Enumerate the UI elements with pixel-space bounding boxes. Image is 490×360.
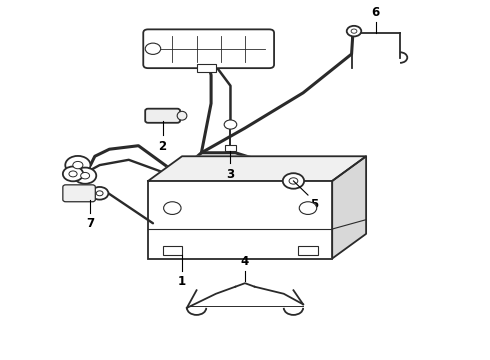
Text: 7: 7 <box>86 217 94 230</box>
Circle shape <box>145 43 161 54</box>
Bar <box>298 246 318 255</box>
Circle shape <box>299 202 317 215</box>
Circle shape <box>63 167 83 181</box>
Text: 4: 4 <box>241 255 249 269</box>
Text: 3: 3 <box>226 168 235 181</box>
Circle shape <box>347 26 361 36</box>
Circle shape <box>164 202 181 215</box>
Polygon shape <box>148 156 366 181</box>
Circle shape <box>283 173 304 189</box>
Ellipse shape <box>177 111 187 120</box>
Circle shape <box>73 161 83 169</box>
FancyBboxPatch shape <box>145 109 180 123</box>
Text: 2: 2 <box>159 140 167 153</box>
Circle shape <box>81 172 90 179</box>
Circle shape <box>91 187 108 200</box>
Circle shape <box>224 120 237 129</box>
Circle shape <box>74 167 96 184</box>
Text: 6: 6 <box>372 6 380 19</box>
Circle shape <box>96 191 103 196</box>
Circle shape <box>69 171 77 177</box>
Circle shape <box>289 178 298 184</box>
Circle shape <box>65 156 91 174</box>
Text: 5: 5 <box>310 198 318 211</box>
Bar <box>163 246 182 255</box>
Circle shape <box>351 29 357 33</box>
Bar <box>196 64 216 72</box>
Bar <box>224 145 236 151</box>
Polygon shape <box>332 156 366 258</box>
Text: 1: 1 <box>178 275 186 288</box>
FancyBboxPatch shape <box>143 30 274 68</box>
Bar <box>148 181 332 258</box>
FancyBboxPatch shape <box>63 185 96 202</box>
